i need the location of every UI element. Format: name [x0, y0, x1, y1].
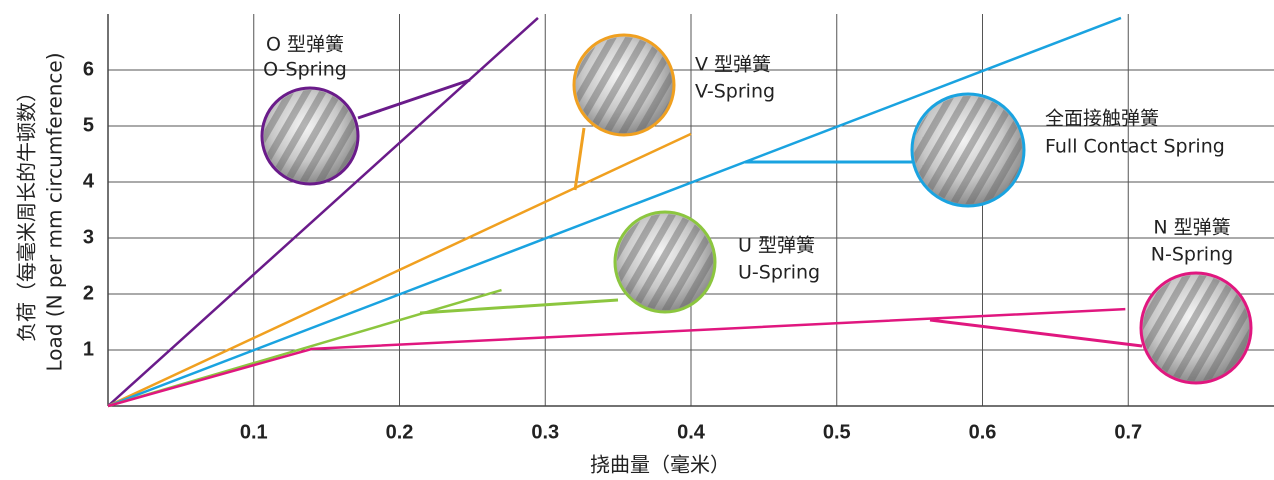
annotation: U-Spring — [738, 262, 820, 284]
y-tick-label: 5 — [83, 114, 94, 136]
y-tick-label: 4 — [83, 170, 95, 192]
spring-texture — [914, 96, 1022, 204]
x-tick-label: 0.3 — [531, 421, 559, 443]
y-axis-label: 负荷（每毫米周长的牛顿数） — [15, 82, 39, 342]
y-tick-label: 3 — [83, 226, 94, 248]
annotation: N-Spring — [1151, 244, 1233, 266]
spring-texture — [264, 90, 356, 182]
annotation: O-Spring — [263, 59, 347, 81]
spring-texture — [576, 37, 672, 133]
x-axis-label: 挠曲量（毫米） — [590, 453, 730, 477]
annotations — [260, 33, 1253, 385]
y-tick-label: 6 — [83, 58, 94, 80]
annotation-cn: 全面接触弹簧 — [1045, 108, 1159, 130]
leader — [573, 127, 586, 191]
x-tick-label: 0.7 — [1114, 421, 1142, 443]
y-axis-label: Load (N per mm circumference) — [43, 52, 67, 371]
annotation: V-Spring — [695, 81, 775, 103]
annotation-cn: O 型弹簧 — [266, 34, 344, 56]
spring-texture — [617, 214, 713, 310]
spring-texture — [1143, 275, 1249, 381]
annotation-cn: U 型弹簧 — [738, 235, 815, 257]
y-tick-label: 1 — [83, 338, 94, 360]
x-tick-label: 0.1 — [240, 421, 268, 443]
lines — [107, 16, 1126, 408]
x-tick-label: 0.4 — [677, 421, 706, 443]
leader — [929, 318, 1143, 348]
x-tick-label: 0.5 — [823, 421, 851, 443]
annotation-cn: V 型弹簧 — [695, 54, 771, 76]
series-line — [107, 132, 692, 408]
leader — [419, 298, 619, 315]
annotation: Full Contact Spring — [1045, 136, 1225, 158]
y-tick-label: 2 — [83, 282, 94, 304]
x-tick-label: 0.2 — [386, 421, 414, 443]
x-tick-label: 0.6 — [969, 421, 997, 443]
series-line — [107, 16, 1122, 408]
annotation-cn: N 型弹簧 — [1153, 217, 1230, 239]
leader — [357, 78, 471, 120]
series-line — [107, 307, 1126, 408]
